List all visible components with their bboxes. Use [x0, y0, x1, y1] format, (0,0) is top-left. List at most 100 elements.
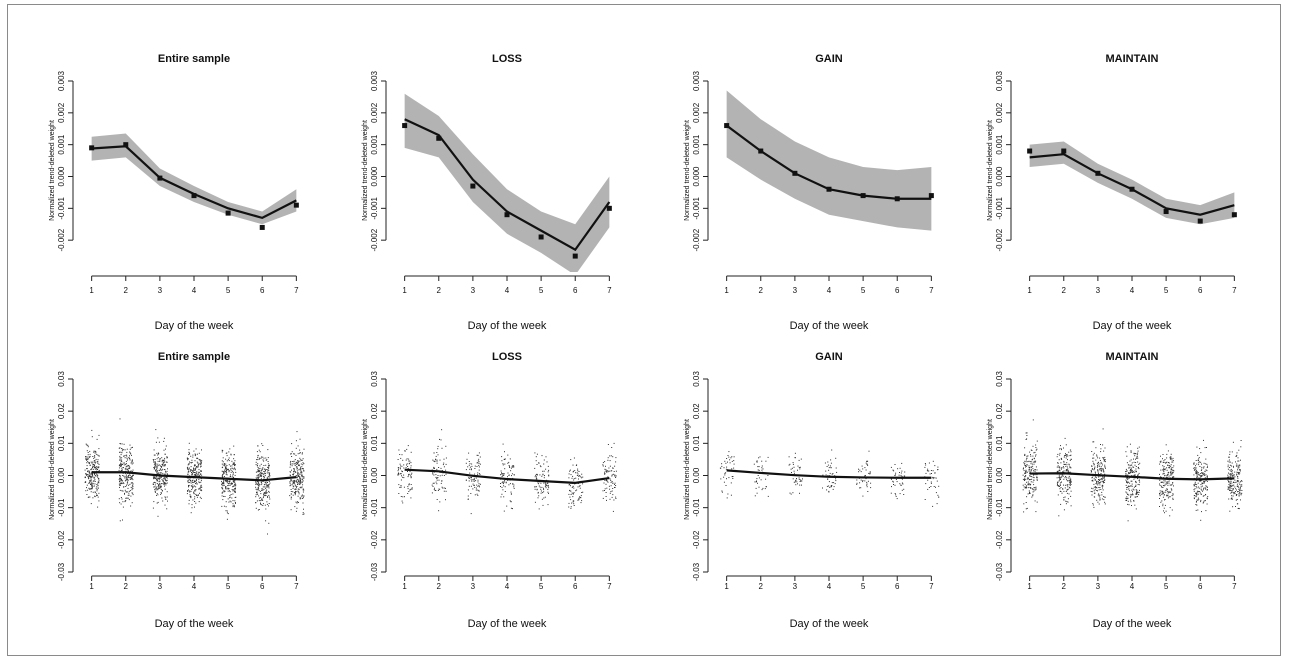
- scatter-point: [1128, 494, 1130, 496]
- mean-point: [724, 123, 730, 129]
- scatter-point: [118, 465, 120, 467]
- scatter-point: [475, 487, 477, 489]
- scatter-point: [1024, 447, 1026, 449]
- scatter-point: [98, 500, 100, 502]
- scatter-point: [160, 484, 162, 486]
- scatter-point: [98, 478, 100, 480]
- scatter-point: [121, 490, 123, 492]
- scatter-point: [255, 483, 257, 485]
- scatter-point: [1232, 489, 1234, 491]
- scatter-point: [1164, 499, 1165, 501]
- scatter-point: [130, 478, 132, 480]
- scatter-point: [1063, 460, 1065, 462]
- scatter-point: [609, 478, 611, 480]
- scatter-point: [1032, 445, 1034, 447]
- scatter-point: [195, 483, 196, 485]
- y-tick-label: -0.002: [370, 228, 379, 251]
- scatter-point: [403, 474, 405, 476]
- scatter-point: [265, 490, 267, 492]
- scatter-point: [264, 483, 266, 485]
- y-tick-label: 0.03: [692, 371, 701, 387]
- scatter-point: [268, 466, 270, 468]
- scatter-point: [201, 474, 203, 476]
- scatter-point: [1230, 476, 1231, 478]
- scatter-point: [1099, 484, 1101, 486]
- scatter-point: [1127, 464, 1129, 466]
- scatter-point: [121, 448, 123, 450]
- scatter-point: [474, 473, 476, 475]
- scatter-point: [92, 474, 93, 476]
- scatter-point: [1090, 491, 1092, 492]
- scatter-point: [608, 485, 610, 487]
- scatter-point: [611, 496, 613, 498]
- scatter-point: [1131, 475, 1133, 476]
- scatter-point: [96, 490, 98, 492]
- scatter-point: [94, 455, 96, 457]
- scatter-point: [1206, 489, 1208, 491]
- scatter-point: [1034, 487, 1036, 489]
- scatter-point: [1164, 475, 1165, 477]
- scatter-point: [477, 460, 479, 462]
- scatter-point: [262, 445, 264, 446]
- scatter-point: [1063, 478, 1065, 480]
- scatter-point: [1162, 458, 1163, 460]
- scatter-point: [501, 476, 503, 477]
- scatter-point: [433, 468, 435, 470]
- scatter-point: [1035, 455, 1036, 457]
- y-tick-label: -0.03: [995, 562, 1004, 581]
- scatter-point: [86, 474, 88, 476]
- scatter-point: [225, 466, 227, 468]
- scatter-point: [259, 484, 260, 486]
- scatter-point: [264, 492, 266, 493]
- scatter-point: [256, 475, 258, 477]
- scatter-point: [299, 449, 301, 451]
- scatter-point: [196, 471, 198, 473]
- scatter-point: [1057, 481, 1058, 483]
- scatter-point: [1027, 484, 1029, 486]
- scatter-point: [1237, 503, 1239, 505]
- scatter-point: [1059, 466, 1061, 468]
- scatter-point: [289, 485, 291, 487]
- scatter-point: [120, 479, 122, 481]
- scatter-point: [501, 493, 503, 495]
- scatter-point: [198, 481, 200, 483]
- scatter-point: [512, 508, 513, 510]
- scatter-point: [408, 474, 410, 476]
- scatter-point: [892, 481, 894, 483]
- scatter-point: [89, 480, 91, 482]
- scatter-point: [606, 480, 608, 482]
- scatter-point: [1167, 492, 1169, 494]
- scatter-point: [925, 483, 927, 485]
- scatter-point: [233, 481, 235, 483]
- scatter-point: [227, 468, 229, 470]
- scatter-point: [1237, 460, 1239, 462]
- scatter-point: [226, 472, 228, 474]
- scatter-point: [543, 489, 545, 491]
- scatter-point: [1168, 471, 1169, 473]
- scatter-point: [294, 484, 296, 486]
- scatter-point: [119, 465, 121, 467]
- scatter-point: [541, 486, 543, 488]
- scatter-point: [1228, 481, 1230, 483]
- scatter-point: [1096, 462, 1098, 464]
- scatter-point: [398, 468, 399, 470]
- scatter-point: [293, 472, 295, 474]
- scatter-point: [260, 493, 262, 495]
- scatter-point: [762, 468, 764, 470]
- scatter-point: [1095, 483, 1097, 485]
- scatter-point: [580, 495, 582, 497]
- scatter-point: [547, 484, 549, 486]
- scatter-point: [439, 438, 440, 440]
- scatter-point: [264, 495, 266, 497]
- scatter-point: [131, 460, 133, 462]
- scatter-point: [164, 461, 165, 463]
- scatter-point: [1127, 479, 1129, 481]
- scatter-point: [86, 459, 88, 461]
- scatter-point: [162, 472, 164, 474]
- scatter-point: [869, 472, 871, 474]
- scatter-point: [200, 473, 202, 475]
- scatter-point: [126, 456, 128, 458]
- scatter-point: [153, 501, 155, 503]
- scatter-point: [91, 488, 93, 490]
- scatter-point: [757, 482, 758, 484]
